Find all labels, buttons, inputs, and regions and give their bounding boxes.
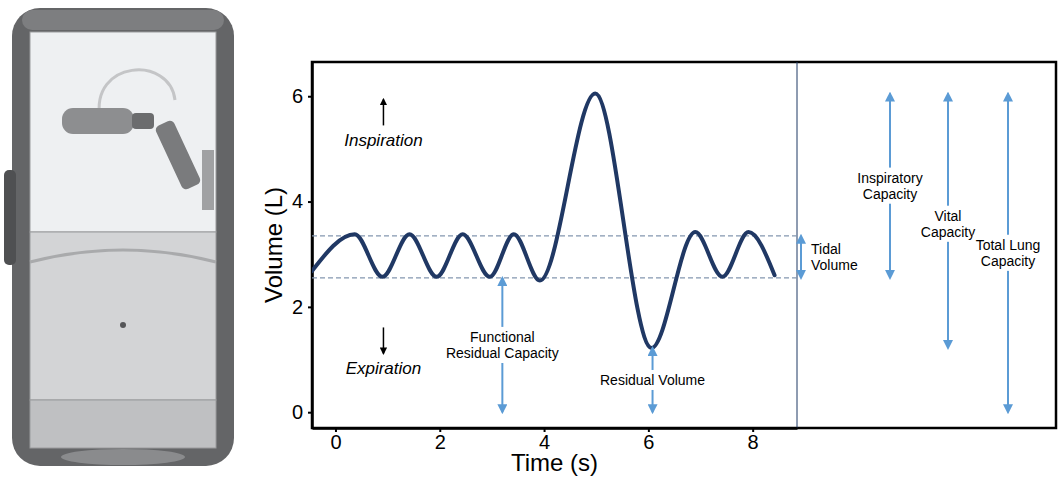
x-tick: 0	[330, 428, 341, 453]
device-arm	[154, 119, 202, 191]
range-label-text: VitalCapacity	[921, 208, 975, 240]
label-line: Inspiratory	[857, 170, 922, 186]
cabin-base	[30, 400, 216, 448]
label-patch	[443, 327, 562, 363]
label-line: Residual Capacity	[446, 345, 559, 361]
x-tick: 2	[435, 428, 446, 453]
cabin-top	[22, 10, 224, 30]
label-patch	[854, 168, 925, 204]
label-line: Tidal	[811, 241, 841, 257]
y-tick-mark	[308, 306, 312, 308]
label-patch	[973, 235, 1044, 271]
label-line: Volume	[811, 257, 858, 273]
y-tick-mark	[308, 96, 312, 98]
plot-marks	[312, 94, 797, 348]
plot-frame	[312, 62, 1056, 428]
direction-label: Inspiration	[344, 131, 422, 150]
cabin-handle	[4, 170, 16, 265]
cabin-seat	[30, 250, 216, 262]
label-patch	[597, 370, 708, 390]
y-axis: 0 2 4 6	[292, 63, 313, 429]
device-head	[62, 108, 134, 134]
range-label: FunctionalResidual Capacity	[443, 327, 562, 363]
cabin-valve	[120, 322, 126, 328]
y-tick-label: 6	[292, 85, 303, 107]
y-tick-mark	[308, 201, 312, 203]
device-bracket	[202, 150, 214, 210]
direction-arrow	[383, 99, 385, 125]
chart-canvas: 0 2 4 6 8 0 2 4 6 Time (s) Volume (L) Inspiration Ex…	[0, 0, 1060, 481]
y-axis-title: Volume (L)	[260, 187, 287, 303]
label-line: Residual Volume	[600, 372, 705, 388]
label-line: Total Lung	[976, 237, 1041, 253]
y-tick: 2	[292, 296, 312, 318]
range-label: Residual Volume	[597, 370, 708, 390]
panel-divider	[797, 62, 798, 428]
x-tick-label: 6	[643, 431, 654, 453]
y-tick: 6	[292, 85, 312, 107]
x-tick-label: 0	[330, 431, 341, 453]
cabin-body	[12, 8, 234, 466]
y-tick-label: 2	[292, 296, 303, 318]
range-label-text: InspiratoryCapacity	[857, 170, 922, 202]
label-line: Capacity	[981, 253, 1035, 269]
range-label: VitalCapacity	[918, 206, 978, 242]
reference-line	[312, 235, 797, 236]
device-mouthpiece	[132, 113, 154, 129]
y-tick-label: 0	[292, 401, 303, 423]
range-label-text: TidalVolume	[811, 241, 858, 273]
y-tick: 0	[292, 401, 312, 423]
x-tick: 6	[643, 428, 654, 453]
direction-arrow	[383, 327, 385, 353]
x-tick-label: 8	[748, 431, 759, 453]
x-axis-line	[313, 427, 798, 430]
cabin-foot	[61, 449, 185, 465]
range-arrow	[800, 236, 802, 278]
plethysmograph-illustration	[4, 8, 234, 466]
x-axis-title: Time (s)	[511, 449, 598, 476]
range-label: Total LungCapacity	[973, 235, 1044, 271]
label-patch	[808, 239, 861, 275]
y-tick: 4	[292, 190, 312, 212]
range-label: InspiratoryCapacity	[854, 168, 925, 204]
y-tick-label: 4	[292, 190, 303, 212]
label-line: Functional	[470, 329, 535, 345]
volume-line	[312, 94, 775, 348]
label-patch	[918, 206, 978, 242]
range-label-text: FunctionalResidual Capacity	[446, 329, 559, 361]
x-tick: 8	[748, 428, 759, 453]
cabin-window	[30, 32, 216, 232]
range-label: TidalVolume	[808, 239, 861, 275]
y-axis-line	[311, 63, 314, 429]
label-line: Capacity	[921, 224, 975, 240]
annotations: InspirationExpirationFunctionalResidual …	[344, 94, 1043, 413]
direction-label: Expiration	[346, 359, 422, 378]
x-tick-label: 2	[435, 431, 446, 453]
y-tick-mark	[308, 412, 312, 414]
cabin-lower-panel	[30, 232, 216, 400]
range-label-text: Residual Volume	[600, 372, 705, 388]
label-line: Capacity	[863, 186, 917, 202]
label-line: Vital	[935, 208, 962, 224]
range-label-text: Total LungCapacity	[976, 237, 1041, 269]
